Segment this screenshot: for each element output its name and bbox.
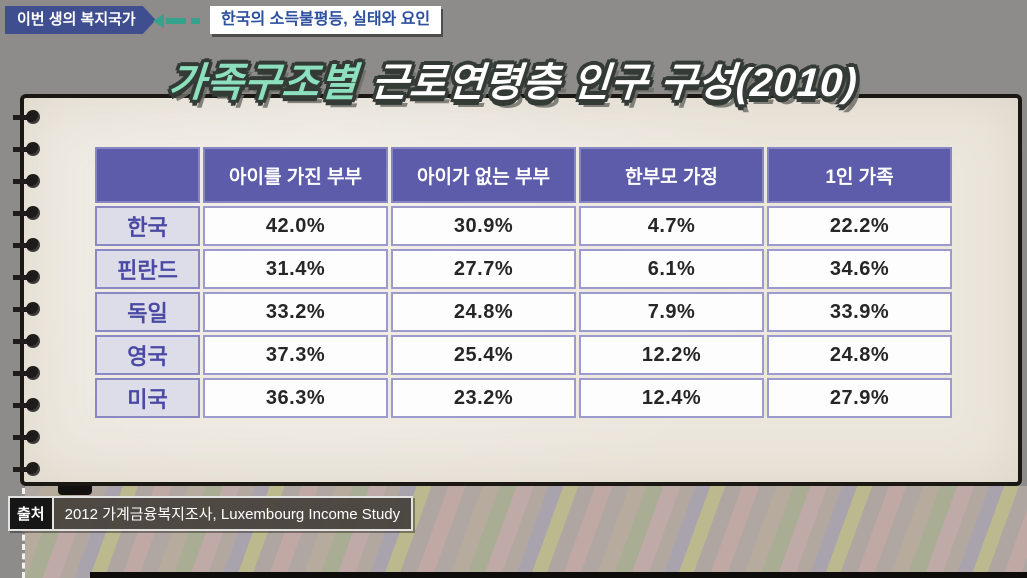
table-value: 24.8% <box>391 292 576 332</box>
arrow-icon <box>153 14 200 28</box>
binder-ring <box>13 366 40 380</box>
table-value: 30.9% <box>391 206 576 246</box>
table-value: 23.2% <box>391 378 576 418</box>
column-header: 아이를 가진 부부 <box>203 147 388 203</box>
row-header-korea: 한국 <box>95 206 200 246</box>
bottom-shadow-bar <box>90 572 1027 578</box>
binder-ring <box>13 462 40 476</box>
show-title-badge: 이번 생의 복지국가 <box>5 6 156 34</box>
source-text: 2012 가계금융복지조사, Luxembourg Income Study <box>53 498 412 529</box>
table-value: 33.2% <box>203 292 388 332</box>
binder-ring <box>13 206 40 220</box>
table-value: 33.9% <box>767 292 952 332</box>
binder-ring <box>13 430 40 444</box>
row-header-uk: 영국 <box>95 335 200 375</box>
binder-ring <box>13 110 40 124</box>
binder-ring <box>13 238 40 252</box>
source-credit: 출처 2012 가계금융복지조사, Luxembourg Income Stud… <box>8 496 414 531</box>
dashed-edge-line <box>22 488 25 578</box>
arrow-head-icon <box>153 14 164 28</box>
column-header: 한부모 가정 <box>579 147 764 203</box>
arrow-dash <box>191 18 200 24</box>
episode-title-badge: 한국의 소득불평등, 실태와 요인 <box>210 6 442 34</box>
slide-title-rest: 근로연령층 인구 구성(2010) <box>370 61 860 105</box>
binder-ring <box>13 302 40 316</box>
arrow-dash <box>166 18 186 24</box>
table-corner-cell <box>95 147 200 203</box>
table-value: 42.0% <box>203 206 388 246</box>
binder-ring <box>13 270 40 284</box>
table-value: 24.8% <box>767 335 952 375</box>
table-value: 36.3% <box>203 378 388 418</box>
table-value: 12.2% <box>579 335 764 375</box>
table-value: 34.6% <box>767 249 952 289</box>
column-header: 아이가 없는 부부 <box>391 147 576 203</box>
table-value: 4.7% <box>579 206 764 246</box>
column-header: 1인 가족 <box>767 147 952 203</box>
table-value: 7.9% <box>579 292 764 332</box>
table-value: 6.1% <box>579 249 764 289</box>
slide-title-highlight: 가족구조별 <box>167 61 360 105</box>
binder-ring <box>13 142 40 156</box>
table-value: 25.4% <box>391 335 576 375</box>
binder-ring <box>13 334 40 348</box>
source-label: 출처 <box>10 498 54 529</box>
table-value: 27.7% <box>391 249 576 289</box>
paper-shadow-foot <box>58 485 92 495</box>
slide-title: 가족구조별 근로연령층 인구 구성(2010) <box>0 50 1027 108</box>
row-header-usa: 미국 <box>95 378 200 418</box>
binder-ring <box>13 174 40 188</box>
row-header-germany: 독일 <box>95 292 200 332</box>
table-value: 31.4% <box>203 249 388 289</box>
table-value: 27.9% <box>767 378 952 418</box>
row-header-finland: 핀란드 <box>95 249 200 289</box>
table-value: 12.4% <box>579 378 764 418</box>
family-structure-table: 아이를 가진 부부 아이가 없는 부부 한부모 가정 1인 가족 한국 42.0… <box>95 147 952 418</box>
table-value: 22.2% <box>767 206 952 246</box>
binder-ring <box>13 398 40 412</box>
table-value: 37.3% <box>203 335 388 375</box>
